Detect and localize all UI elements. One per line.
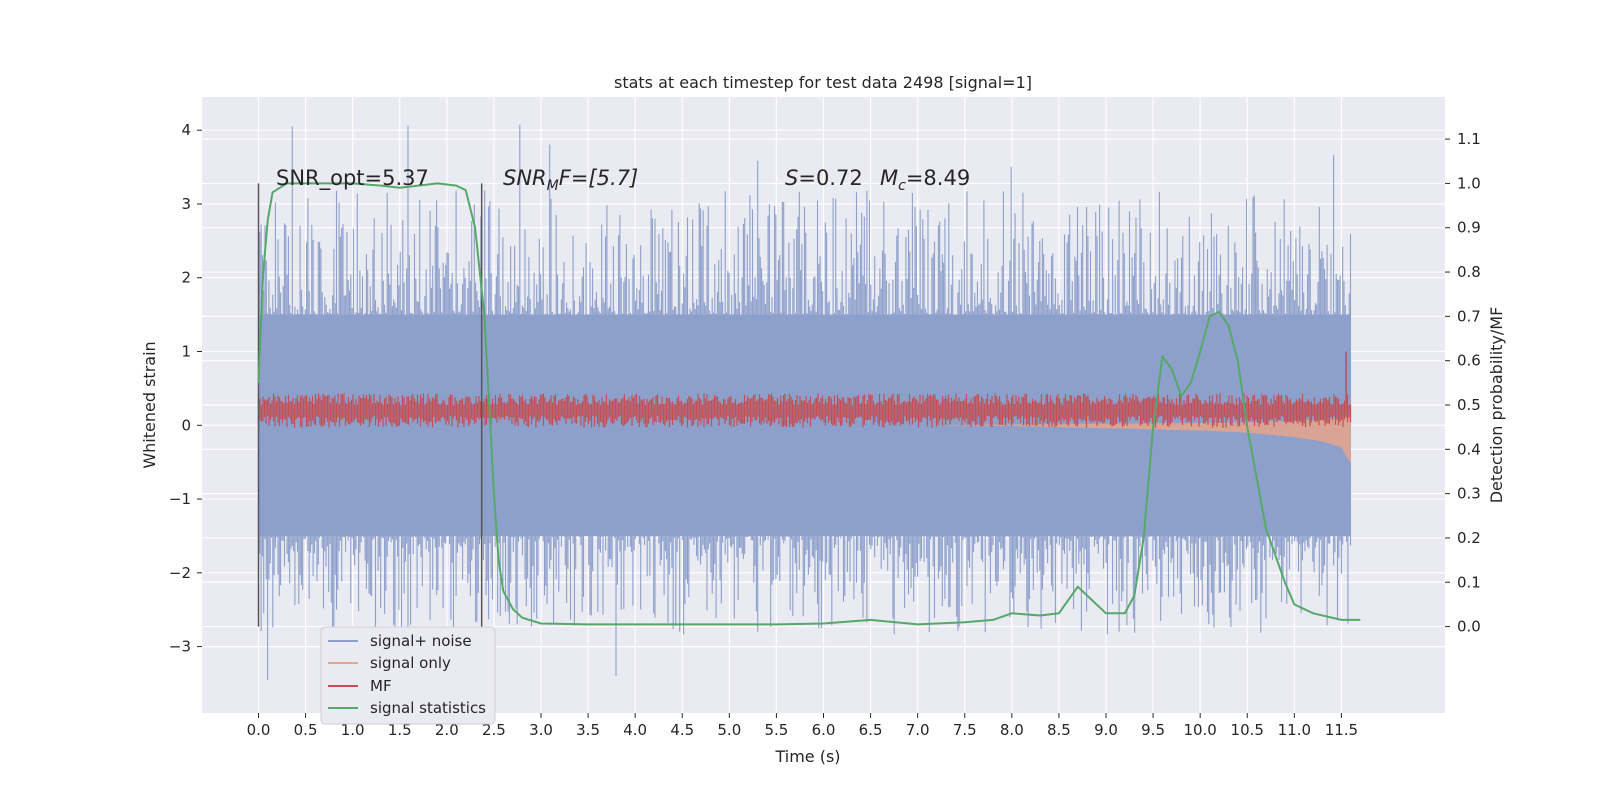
y-tick-label: 3 bbox=[181, 195, 191, 213]
x-tick-label: 8.5 bbox=[1047, 721, 1071, 739]
x-tick-label: 9.0 bbox=[1094, 721, 1118, 739]
x-tick-label: 10.5 bbox=[1231, 721, 1264, 739]
legend-label-mf: MF bbox=[370, 677, 392, 695]
annotation-mc: Mc=8.49 bbox=[880, 166, 970, 194]
x-tick-label: 3.0 bbox=[529, 721, 553, 739]
x-tick-label: 9.5 bbox=[1141, 721, 1165, 739]
x-tick-label: 4.0 bbox=[623, 721, 647, 739]
x-tick-label: 3.5 bbox=[576, 721, 600, 739]
y-tick-label: 1 bbox=[181, 343, 191, 361]
y2-tick-label: 1.1 bbox=[1457, 130, 1481, 148]
annotation-mc-main: M bbox=[880, 166, 898, 190]
annotation-snr-mf: SNRMF=[5.7] bbox=[503, 166, 638, 194]
annotation-snr-opt: SNR_opt=5.37 bbox=[276, 166, 429, 191]
y2-tick-label: 0.2 bbox=[1457, 529, 1481, 547]
x-tick-label: 1.5 bbox=[388, 721, 412, 739]
legend-label-signal-noise: signal+ noise bbox=[370, 632, 472, 650]
x-tick-label: 2.0 bbox=[435, 721, 459, 739]
y2-tick-label: 0.1 bbox=[1457, 573, 1481, 591]
x-tick-label: 11.0 bbox=[1278, 721, 1311, 739]
y-tick-label: −3 bbox=[169, 638, 191, 656]
y-axis-ticks: −3 −2 −1 0 1 2 3 4 bbox=[169, 121, 202, 656]
x-tick-label: 1.0 bbox=[341, 721, 365, 739]
y2-tick-label: 0.3 bbox=[1457, 485, 1481, 503]
x-tick-label: 0.0 bbox=[247, 721, 271, 739]
signal-only-series bbox=[917, 414, 1351, 464]
annotation-s: S=0.72 bbox=[785, 166, 863, 190]
y2-axis-ticks: 0.0 0.1 0.2 0.3 0.4 0.5 0.6 0.7 0.8 0.9 1.0 1.1 bbox=[1445, 130, 1481, 636]
annotation-mc-rest: =8.49 bbox=[906, 166, 970, 190]
legend: signal+ noise signal only MF signal stat… bbox=[320, 626, 496, 725]
signal-statistics-line bbox=[257, 182, 1361, 626]
x-tick-label: 7.5 bbox=[953, 721, 977, 739]
y2-tick-label: 0.6 bbox=[1457, 352, 1481, 370]
y2-tick-label: 0.5 bbox=[1457, 396, 1481, 414]
chart-title: stats at each timestep for test data 249… bbox=[614, 73, 1032, 92]
window-markers bbox=[257, 183, 483, 627]
x-tick-label: 6.5 bbox=[859, 721, 883, 739]
annotation-snr-mf-sub: M bbox=[547, 178, 559, 194]
y2-tick-label: 0.9 bbox=[1457, 219, 1481, 237]
legend-label-signal-statistics: signal statistics bbox=[370, 699, 486, 717]
y2-tick-label: 0.0 bbox=[1457, 618, 1481, 636]
y-tick-label: 2 bbox=[181, 269, 191, 287]
annotation-s-main: S bbox=[785, 166, 798, 190]
x-tick-label: 4.5 bbox=[670, 721, 694, 739]
signal-statistics-series bbox=[257, 182, 1361, 626]
annotation-snr-mf-main: SNR bbox=[503, 166, 547, 190]
y2-tick-label: 0.7 bbox=[1457, 307, 1481, 325]
x-tick-label: 11.5 bbox=[1325, 721, 1358, 739]
legend-label-signal-only: signal only bbox=[370, 654, 451, 672]
x-tick-label: 10.0 bbox=[1183, 721, 1216, 739]
x-tick-label: 6.0 bbox=[812, 721, 836, 739]
y2-axis-label: Detection probability/MF bbox=[1487, 307, 1506, 504]
signal-only-area bbox=[917, 414, 1351, 464]
annotation-snr-mf-rest: F=[5.7] bbox=[559, 166, 638, 190]
legend-box bbox=[320, 626, 496, 725]
y-tick-label: −1 bbox=[169, 490, 191, 508]
annotation-s-rest: =0.72 bbox=[798, 166, 862, 190]
y-axis-label: Whitened strain bbox=[140, 341, 159, 468]
x-tick-label: 7.0 bbox=[906, 721, 930, 739]
y-tick-label: 0 bbox=[181, 416, 191, 434]
y2-tick-label: 0.4 bbox=[1457, 440, 1481, 458]
x-tick-label: 0.5 bbox=[294, 721, 318, 739]
y-tick-label: −2 bbox=[169, 564, 191, 582]
y2-tick-label: 0.8 bbox=[1457, 263, 1481, 281]
annotation-mc-sub: c bbox=[898, 178, 906, 194]
x-axis-label: Time (s) bbox=[774, 747, 840, 766]
y2-tick-label: 1.0 bbox=[1457, 174, 1481, 192]
plot-area bbox=[257, 124, 1361, 680]
x-tick-label: 2.5 bbox=[482, 721, 506, 739]
x-tick-label: 8.0 bbox=[1000, 721, 1024, 739]
x-tick-label: 5.0 bbox=[717, 721, 741, 739]
x-axis-ticks: 0.0 0.5 1.0 1.5 2.0 2.5 3.0 3.5 4.0 4.5 5.0 5.5 6.0 6… bbox=[247, 713, 1358, 739]
y-tick-label: 4 bbox=[181, 121, 191, 139]
x-tick-label: 5.5 bbox=[764, 721, 788, 739]
